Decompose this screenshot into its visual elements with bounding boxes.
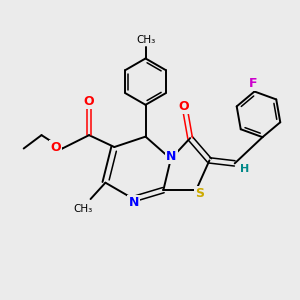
Text: S: S [195,187,204,200]
Text: F: F [249,77,257,90]
Text: N: N [128,196,139,209]
Text: N: N [166,150,177,163]
Text: CH₃: CH₃ [74,204,93,214]
Text: O: O [50,140,61,154]
Text: H: H [240,164,249,174]
Text: CH₃: CH₃ [136,35,155,45]
Text: O: O [84,95,94,108]
Text: O: O [179,100,190,113]
